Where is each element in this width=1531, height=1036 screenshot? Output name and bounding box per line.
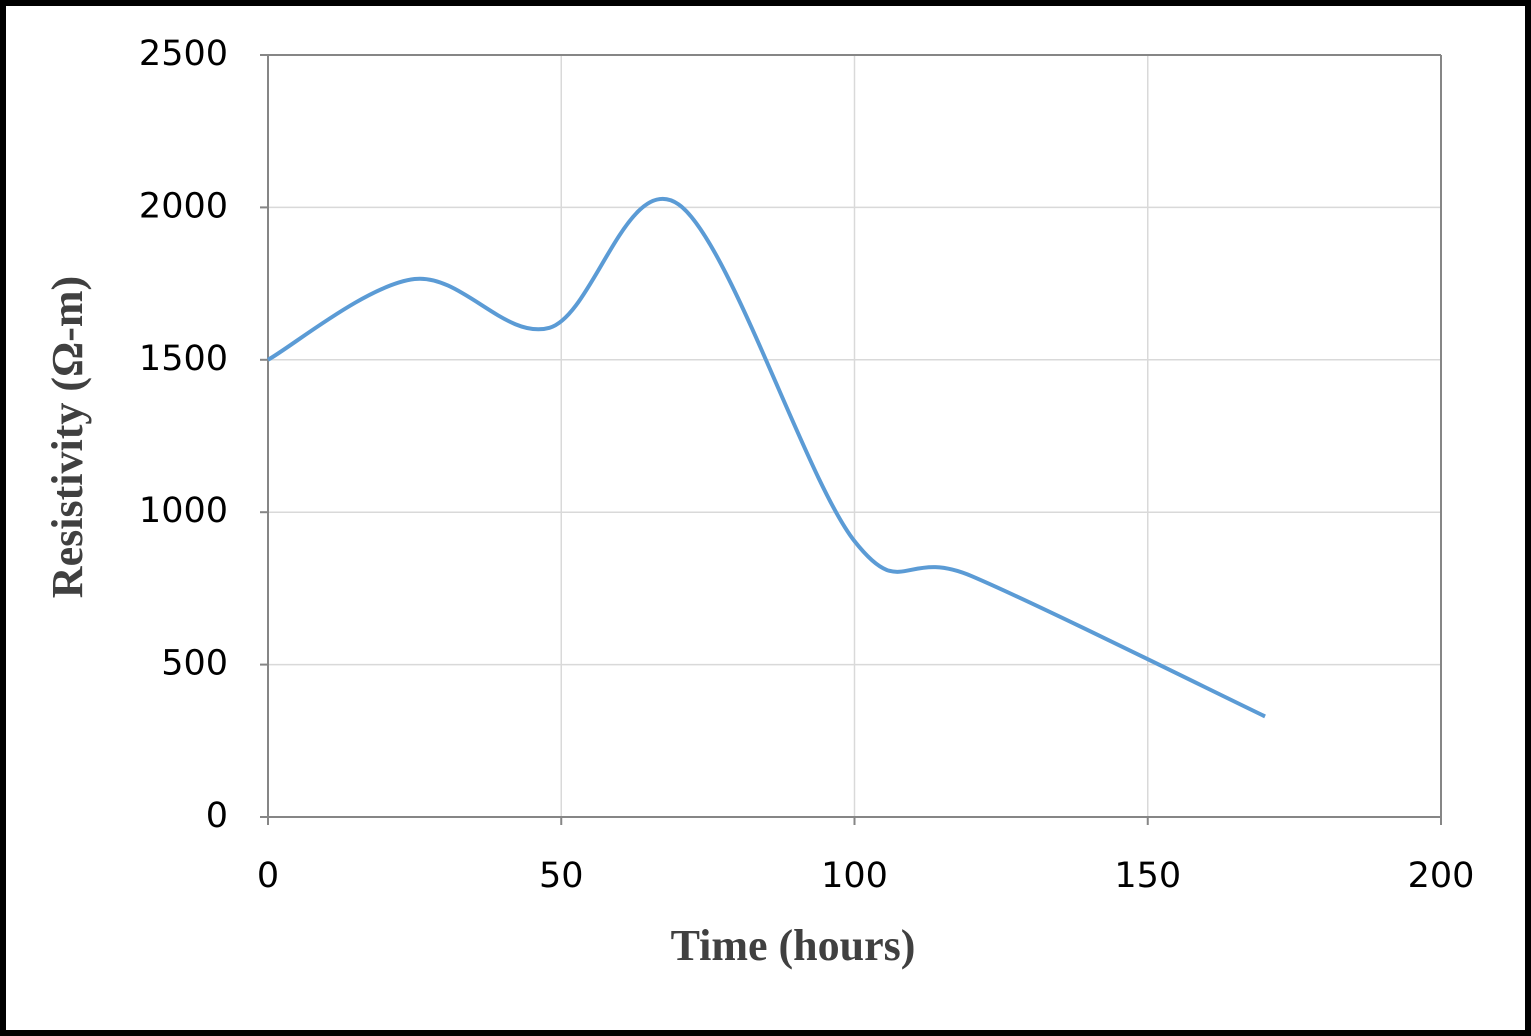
x-tick-label: 150 [1114,856,1181,896]
y-tick-label: 2500 [139,34,228,74]
data-line [267,196,1266,719]
x-axis-title: Time (hours) [671,921,916,970]
y-tick-label: 500 [161,644,228,684]
y-tick-label: 0 [206,796,228,836]
x-tick-label: 100 [821,856,888,896]
y-tick-label: 2000 [139,186,228,226]
x-tick-label: 200 [1408,856,1475,896]
x-tick-label: 0 [257,856,279,896]
y-tick-label: 1000 [139,491,228,531]
y-axis-title: Resistivity (Ω-m) [43,276,92,598]
x-tick-label: 50 [539,856,584,896]
y-tick-label: 1500 [139,339,228,379]
